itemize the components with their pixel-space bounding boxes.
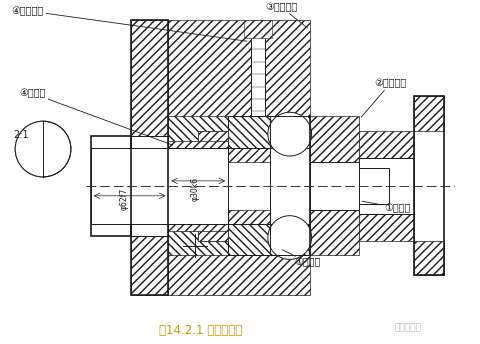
Polygon shape	[15, 121, 43, 177]
Polygon shape	[131, 20, 168, 136]
Bar	[310, 162, 360, 210]
Polygon shape	[168, 230, 228, 256]
Polygon shape	[198, 230, 228, 240]
Bar	[360, 131, 414, 240]
Text: 机械工程师: 机械工程师	[394, 324, 421, 333]
Text: ①接触面: ①接触面	[362, 201, 410, 213]
Polygon shape	[168, 20, 310, 148]
Bar	[414, 96, 444, 275]
Text: ④螺钉不剖: ④螺钉不剖	[11, 6, 247, 41]
Bar	[228, 224, 310, 256]
Text: φ30k6: φ30k6	[190, 177, 199, 201]
Bar	[228, 148, 270, 162]
Polygon shape	[168, 224, 310, 295]
Bar	[310, 116, 360, 256]
Bar	[414, 240, 444, 275]
Bar	[360, 168, 389, 204]
Text: ④轴不剖: ④轴不剖	[19, 88, 173, 145]
Bar	[131, 136, 168, 236]
Polygon shape	[198, 131, 228, 141]
Text: 2:1: 2:1	[13, 130, 29, 140]
Bar	[228, 116, 310, 148]
Bar	[244, 20, 272, 37]
Circle shape	[15, 121, 71, 177]
Bar	[228, 210, 270, 224]
Bar	[91, 148, 310, 224]
Circle shape	[268, 112, 312, 156]
Polygon shape	[168, 116, 228, 141]
Circle shape	[268, 216, 312, 259]
Bar	[251, 20, 265, 116]
Text: φ62f7: φ62f7	[120, 187, 129, 210]
Bar	[91, 136, 131, 236]
Polygon shape	[131, 236, 168, 295]
Text: ①配合面: ①配合面	[282, 250, 321, 267]
Text: ③不接触面: ③不接触面	[265, 2, 308, 28]
Bar	[131, 20, 168, 295]
Bar	[360, 158, 414, 214]
Text: ②局部剖视: ②局部剖视	[361, 78, 407, 117]
Text: 图14.2.1 轴的装配图: 图14.2.1 轴的装配图	[158, 324, 242, 336]
Bar	[414, 96, 444, 131]
